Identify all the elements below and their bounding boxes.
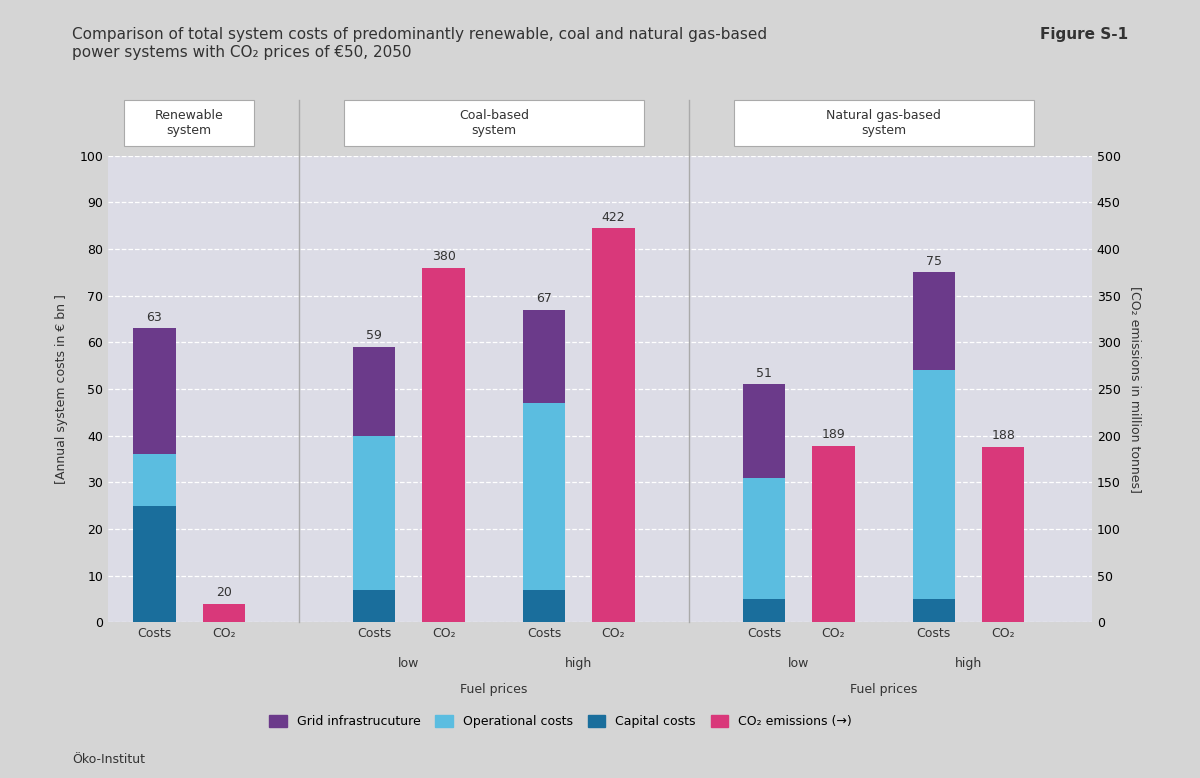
Bar — [133, 454, 175, 506]
Text: high: high — [565, 657, 593, 671]
Y-axis label: [CO₂ emissions in million tonnes]: [CO₂ emissions in million tonnes] — [1129, 286, 1141, 492]
Bar — [353, 347, 396, 436]
Bar — [982, 447, 1025, 622]
Text: 51: 51 — [756, 366, 772, 380]
Text: 67: 67 — [536, 292, 552, 305]
Text: 63: 63 — [146, 310, 162, 324]
Bar — [912, 272, 955, 370]
Text: Öko-Institut: Öko-Institut — [72, 753, 145, 766]
Text: Coal-based
system: Coal-based system — [458, 109, 529, 137]
FancyBboxPatch shape — [733, 100, 1033, 146]
Text: Figure S-1: Figure S-1 — [1040, 27, 1128, 42]
Text: high: high — [955, 657, 982, 671]
Text: 422: 422 — [601, 211, 625, 224]
Bar — [743, 599, 785, 622]
Text: 380: 380 — [432, 250, 456, 263]
Text: 59: 59 — [366, 329, 382, 342]
Text: 189: 189 — [822, 428, 845, 441]
Bar — [353, 436, 396, 590]
Text: low: low — [398, 657, 420, 671]
Text: Natural gas-based
system: Natural gas-based system — [826, 109, 941, 137]
Bar — [133, 506, 175, 622]
Bar — [912, 599, 955, 622]
Text: 75: 75 — [925, 254, 942, 268]
FancyBboxPatch shape — [124, 100, 254, 146]
Legend: Grid infrastrucuture, Operational costs, Capital costs, CO₂ emissions (→): Grid infrastrucuture, Operational costs,… — [264, 710, 857, 734]
Bar — [353, 590, 396, 622]
FancyBboxPatch shape — [343, 100, 644, 146]
Bar — [743, 384, 785, 478]
Text: Fuel prices: Fuel prices — [850, 683, 917, 696]
Bar — [133, 328, 175, 454]
Text: Renewable
system: Renewable system — [155, 109, 223, 137]
Bar — [912, 370, 955, 599]
Text: 20: 20 — [216, 586, 232, 599]
Bar — [743, 478, 785, 599]
Bar — [523, 310, 565, 403]
Y-axis label: [Annual system costs in € bn ]: [Annual system costs in € bn ] — [55, 294, 68, 484]
Text: Fuel prices: Fuel prices — [460, 683, 528, 696]
Text: 188: 188 — [991, 429, 1015, 442]
Bar — [523, 590, 565, 622]
Bar — [422, 268, 464, 622]
Text: low: low — [788, 657, 810, 671]
Bar — [523, 403, 565, 590]
Bar — [203, 604, 245, 622]
Bar — [593, 229, 635, 622]
Text: Comparison of total system costs of predominantly renewable, coal and natural ga: Comparison of total system costs of pred… — [72, 27, 767, 60]
Bar — [812, 446, 854, 622]
